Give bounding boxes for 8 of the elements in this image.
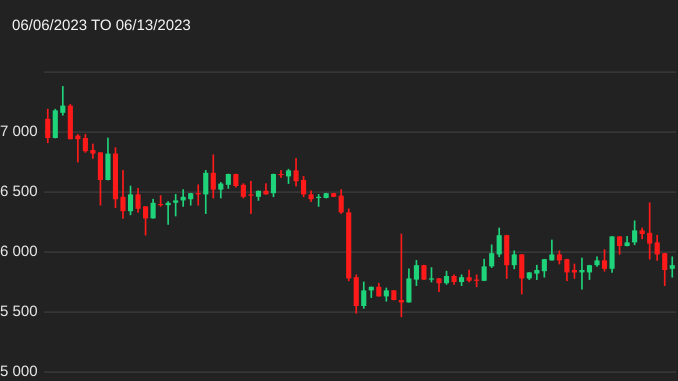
- y-tick-label: 5 500: [0, 303, 38, 320]
- y-tick-label: 6 000: [0, 243, 38, 260]
- chart-title: 06/06/2023 TO 06/13/2023: [12, 17, 191, 34]
- y-tick-label: 5 000: [0, 363, 38, 380]
- y-tick-label: 7 000: [0, 123, 38, 140]
- candlestick: [572, 264, 577, 279]
- candlestick: [579, 258, 585, 290]
- y-tick-label: 6 500: [0, 183, 38, 200]
